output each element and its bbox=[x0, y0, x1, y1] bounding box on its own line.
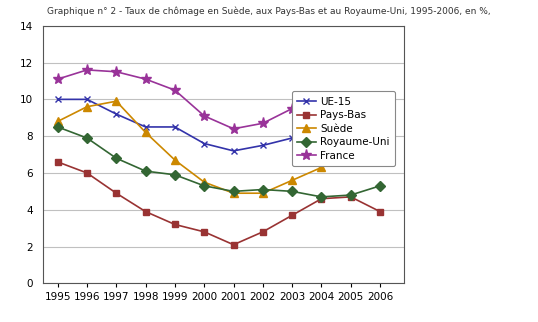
Line: France: France bbox=[52, 64, 386, 134]
Line: Pays-Bas: Pays-Bas bbox=[54, 158, 384, 248]
France bbox=[201, 114, 208, 118]
Royaume-Uni bbox=[318, 195, 324, 199]
Royaume-Uni bbox=[143, 169, 149, 173]
France bbox=[377, 107, 383, 110]
Suède bbox=[113, 99, 119, 103]
UE-15 bbox=[54, 98, 61, 101]
UE-15 bbox=[143, 125, 149, 129]
Royaume-Uni bbox=[113, 156, 119, 160]
Suède bbox=[348, 145, 354, 149]
Pays-Bas bbox=[289, 213, 295, 217]
France bbox=[113, 70, 119, 74]
Royaume-Uni bbox=[377, 184, 383, 188]
France bbox=[84, 68, 90, 72]
Suède bbox=[289, 178, 295, 182]
Suède bbox=[84, 105, 90, 109]
UE-15 bbox=[348, 136, 354, 140]
Pays-Bas bbox=[348, 195, 354, 199]
Suède bbox=[230, 191, 237, 195]
Suède bbox=[201, 180, 208, 184]
Pays-Bas bbox=[113, 191, 119, 195]
Pays-Bas bbox=[143, 210, 149, 213]
France bbox=[289, 107, 295, 110]
Suède bbox=[377, 153, 383, 156]
Royaume-Uni bbox=[201, 184, 208, 188]
UE-15 bbox=[230, 149, 237, 153]
Royaume-Uni bbox=[172, 173, 178, 177]
France bbox=[260, 121, 266, 125]
UE-15 bbox=[172, 125, 178, 129]
Line: UE-15: UE-15 bbox=[54, 96, 384, 154]
France bbox=[143, 77, 149, 81]
Royaume-Uni bbox=[84, 136, 90, 140]
Suède bbox=[172, 158, 178, 162]
Line: Suède: Suède bbox=[53, 97, 384, 197]
Royaume-Uni bbox=[260, 188, 266, 192]
Suède bbox=[318, 166, 324, 169]
Royaume-Uni bbox=[348, 193, 354, 197]
Pays-Bas bbox=[230, 243, 237, 247]
UE-15 bbox=[201, 142, 208, 146]
Pays-Bas bbox=[172, 223, 178, 226]
Pays-Bas bbox=[377, 210, 383, 213]
Pays-Bas bbox=[318, 197, 324, 201]
UE-15 bbox=[289, 136, 295, 140]
Line: Royaume-Uni: Royaume-Uni bbox=[54, 124, 384, 200]
France bbox=[54, 77, 61, 81]
UE-15 bbox=[318, 134, 324, 138]
Pays-Bas bbox=[201, 230, 208, 234]
France bbox=[230, 127, 237, 131]
Pays-Bas bbox=[54, 160, 61, 164]
Suède bbox=[260, 191, 266, 195]
UE-15 bbox=[260, 143, 266, 147]
France bbox=[172, 88, 178, 92]
Suède bbox=[54, 119, 61, 123]
Suède bbox=[143, 130, 149, 134]
Royaume-Uni bbox=[230, 189, 237, 193]
France bbox=[348, 103, 354, 107]
Text: Graphique n° 2 - Taux de chômage en Suède, aux Pays-Bas et au Royaume-Uni, 1995-: Graphique n° 2 - Taux de chômage en Suèd… bbox=[47, 6, 491, 16]
UE-15 bbox=[84, 98, 90, 101]
Royaume-Uni bbox=[289, 189, 295, 193]
Royaume-Uni bbox=[54, 125, 61, 129]
Pays-Bas bbox=[260, 230, 266, 234]
Legend: UE-15, Pays-Bas, Suède, Royaume-Uni, France: UE-15, Pays-Bas, Suède, Royaume-Uni, Fra… bbox=[292, 91, 395, 166]
UE-15 bbox=[113, 112, 119, 116]
France bbox=[318, 105, 324, 109]
Pays-Bas bbox=[84, 171, 90, 175]
UE-15 bbox=[377, 145, 383, 149]
